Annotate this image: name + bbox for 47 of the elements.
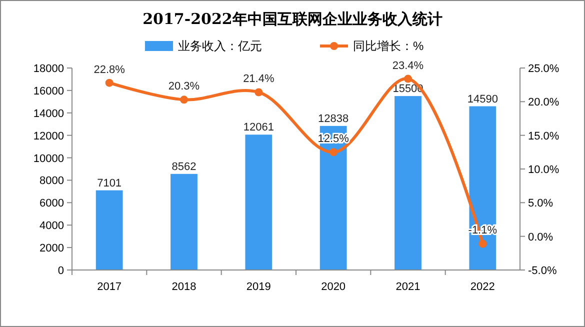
point <box>404 74 412 83</box>
y-tick-label: 4000 <box>40 220 64 232</box>
bar <box>469 106 496 270</box>
chart-title: 2017-2022年中国互联网企业业务收入统计 <box>142 10 442 28</box>
y-tick-label: 12000 <box>33 130 64 142</box>
y-tick-label: 16000 <box>33 85 64 98</box>
y-tick-label: 6000 <box>40 198 64 210</box>
y-tick-label: 18000 <box>33 63 64 75</box>
y2-tick-label: 0.0% <box>528 231 554 244</box>
data-label: 12061 <box>243 122 274 134</box>
point <box>254 88 263 96</box>
bar <box>245 134 272 270</box>
y-tick-label: 0 <box>58 265 64 277</box>
y-tick-label: 2000 <box>40 242 64 255</box>
x-tick-label: 2018 <box>172 281 196 293</box>
data-label: 14590 <box>467 93 498 106</box>
x-tick-label: 2019 <box>246 281 271 293</box>
y2-tick-label: 5.0% <box>528 198 554 210</box>
point <box>105 78 114 87</box>
x-tick-label: 2021 <box>396 281 420 293</box>
y2-tick-label: -5.0% <box>528 265 557 277</box>
data-label: 8562 <box>172 160 196 173</box>
point <box>180 96 188 104</box>
data-label: 7101 <box>97 177 122 190</box>
y-tick-label: 14000 <box>33 108 64 120</box>
point <box>478 240 487 248</box>
legend-label: 同比增长：% <box>353 39 424 53</box>
y2-tick-label: 20.0% <box>528 96 560 109</box>
data-label: 20.3% <box>168 80 200 93</box>
data-label: 23.4% <box>392 60 424 72</box>
bar <box>320 126 347 270</box>
point <box>329 148 338 156</box>
bar <box>170 174 198 270</box>
y2-tick-label: 10.0% <box>528 164 560 176</box>
x-tick-label: 2022 <box>470 281 495 293</box>
data-label: 12838 <box>318 112 349 125</box>
legend-label: 业务收入：亿元 <box>178 39 262 53</box>
data-label: 22.8% <box>94 64 126 76</box>
y2-tick-label: 25.0% <box>528 63 560 75</box>
x-tick-label: 2017 <box>97 281 122 293</box>
x-tick-label: 2020 <box>321 281 346 293</box>
y2-tick-label: 15.0% <box>528 130 560 142</box>
y-tick-label: 10000 <box>33 152 64 165</box>
bar <box>96 190 123 270</box>
y-tick-label: 8000 <box>40 175 64 188</box>
data-label: 21.4% <box>243 73 274 86</box>
bar <box>394 96 422 270</box>
